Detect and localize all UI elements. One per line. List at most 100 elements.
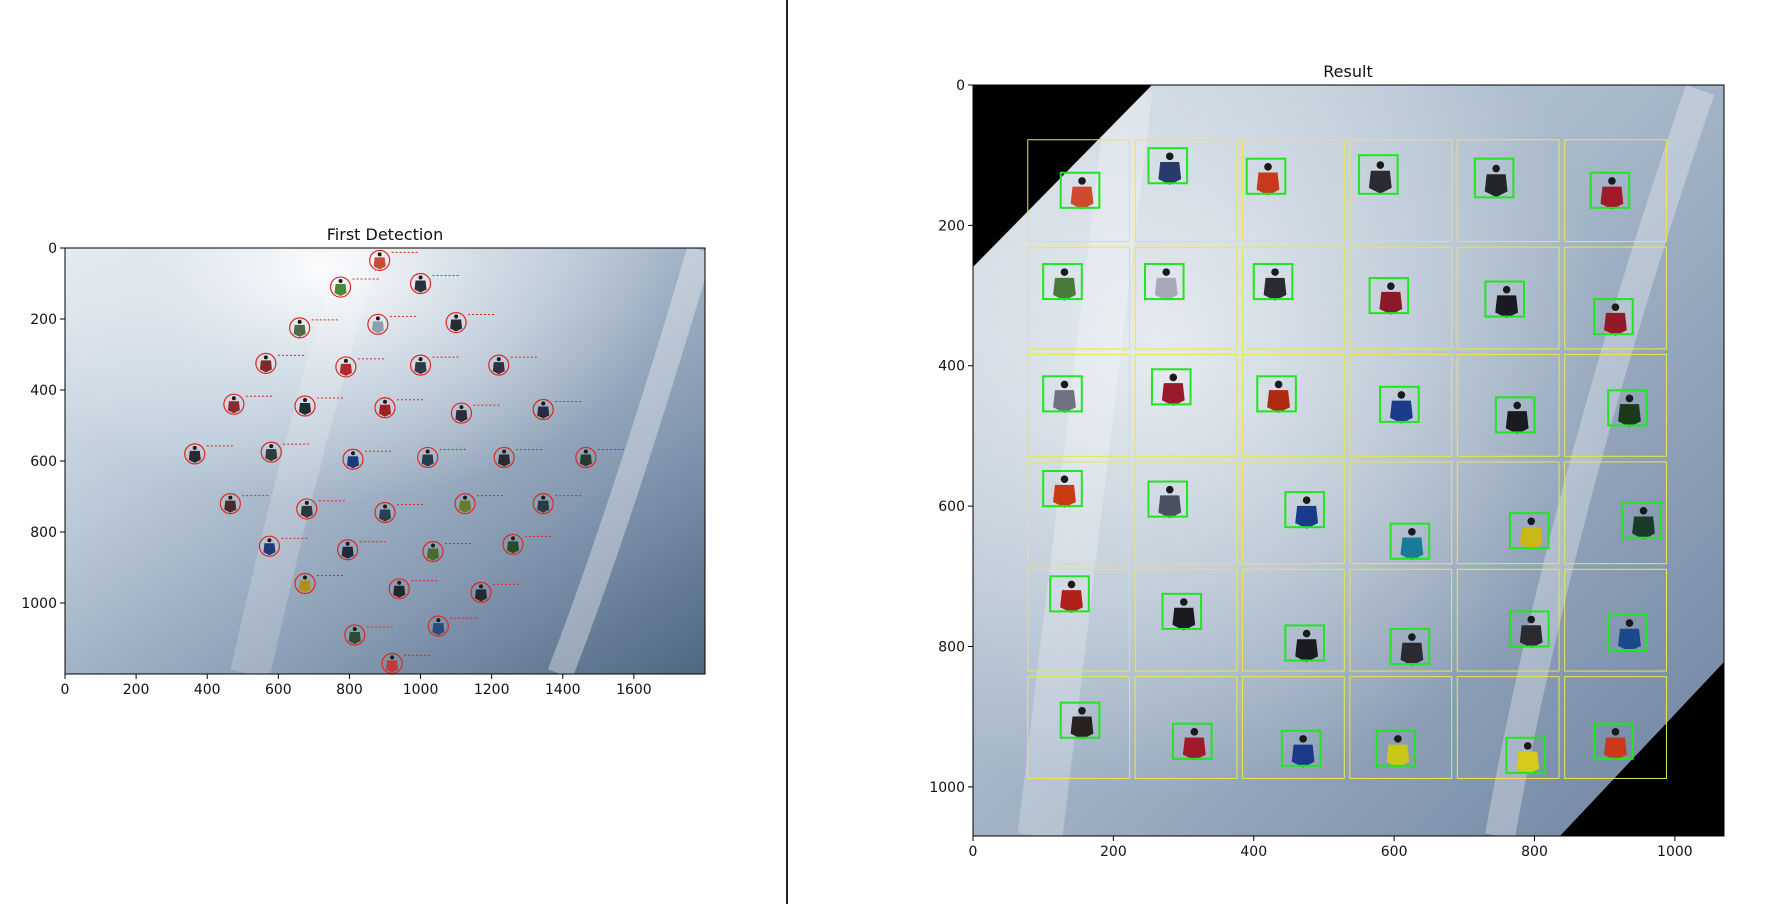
detection-box (1368, 277, 1410, 315)
detection-circle (294, 395, 316, 417)
detection-circle (344, 624, 366, 646)
wingsuit-head (496, 357, 501, 362)
wingsuit-head (303, 397, 307, 402)
wingsuit-head (351, 451, 355, 456)
detection-box (1508, 512, 1550, 550)
detection-box-group (1505, 736, 1547, 775)
detection-circle (493, 446, 515, 469)
detection-box (1150, 368, 1192, 406)
wingsuit-body (1618, 404, 1641, 427)
detection-circle (374, 397, 396, 419)
x-tick-label: 200 (1100, 844, 1127, 860)
wingsuit-body (373, 257, 386, 270)
detection-marker (470, 581, 521, 603)
wingsuit-body (537, 500, 550, 513)
y-tick-label: 600 (30, 454, 57, 470)
detection-box-group (1508, 512, 1550, 550)
detection-marker (223, 393, 274, 415)
detection-box (1042, 375, 1083, 413)
grid-cell (1456, 676, 1560, 779)
detection-circle (342, 448, 364, 470)
detection-box-group (1473, 157, 1515, 199)
detection-marker (374, 501, 425, 524)
wingsuit-body (259, 360, 272, 373)
wingsuit-head (1527, 615, 1536, 624)
detection-marker (184, 443, 235, 465)
detection-circle (532, 493, 554, 515)
detection-box (1284, 491, 1325, 529)
wingsuit-body (1604, 737, 1627, 761)
detection-box-group (1593, 722, 1634, 761)
wingsuit-head (345, 541, 350, 546)
detection-box-group (1589, 171, 1631, 210)
wingsuit-body (339, 363, 352, 376)
wingsuit-body (492, 362, 505, 375)
detection-box (1473, 157, 1515, 199)
wingsuit-body (1053, 484, 1076, 508)
detection-box-group (1368, 277, 1410, 315)
result-plot: Result 0 200 400 600 800 1000 0 200 400 600 800 10… (929, 62, 1725, 860)
wingsuit-head (418, 275, 423, 280)
right-x-axis: 0 200 400 600 800 1000 (969, 836, 1693, 860)
detection-box (1172, 722, 1213, 760)
wingsuit-body (393, 585, 406, 598)
wingsuit-body (1295, 505, 1319, 529)
wingsuit-head (1608, 177, 1616, 185)
detection-circle (532, 398, 554, 421)
right-axes-frame (972, 84, 1725, 837)
detection-box-group (1042, 262, 1083, 301)
wingsuit-head (1397, 391, 1406, 399)
wingsuit-head (502, 449, 507, 454)
wingsuit-head (1169, 373, 1178, 382)
detection-box-group (1621, 501, 1662, 540)
wingsuit-head (1302, 629, 1311, 638)
left-plot-title: First Detection (327, 225, 443, 244)
grid-cell (1349, 568, 1453, 672)
grid-cell (1564, 461, 1667, 565)
detection-circle (445, 311, 467, 334)
wingsuit-body (1158, 495, 1182, 519)
detection-marker (422, 540, 473, 563)
wingsuit-body (507, 541, 519, 554)
detection-circle (488, 354, 510, 376)
detection-box (1593, 722, 1634, 760)
wingsuit-head (297, 319, 302, 324)
wingsuit-head (459, 405, 464, 410)
wingsuit-body (414, 280, 427, 293)
wingsuit-head (1408, 528, 1416, 536)
wingsuit-head (231, 396, 236, 401)
grid-cell (1564, 246, 1667, 350)
grid-cell (1456, 246, 1560, 350)
grid-cell (1027, 139, 1131, 243)
detection-box (1505, 736, 1547, 774)
y-tick-label: 200 (938, 218, 965, 234)
wingsuit-head (1611, 728, 1620, 736)
grid-cell (1134, 246, 1238, 350)
left-image (65, 248, 705, 674)
wingsuit-head (304, 500, 309, 505)
wingsuit-head (1274, 380, 1283, 389)
wingsuit-body (498, 454, 511, 467)
wingsuit-head (1523, 742, 1532, 750)
detection-marker (369, 249, 420, 272)
wingsuit-head (425, 449, 430, 454)
detection-marker (294, 572, 345, 595)
y-tick-label: 400 (938, 359, 965, 375)
grid-cell (1349, 246, 1453, 350)
detection-marker (294, 395, 345, 417)
detection-marker (367, 313, 418, 335)
grid-cell (1349, 139, 1453, 243)
wingsuit-head (1394, 735, 1402, 743)
wingsuit-head (228, 495, 233, 500)
grid-cell (1027, 354, 1131, 457)
wingsuit-body (227, 401, 240, 414)
wingsuit-head (418, 357, 423, 362)
wingsuit-head (303, 575, 307, 580)
detection-marker (427, 615, 479, 637)
wingsuit-body (1400, 537, 1424, 561)
detection-box (1059, 701, 1101, 739)
wingsuit-head (454, 314, 459, 319)
wingsuit-head (1513, 401, 1521, 410)
wingsuit-body (1182, 737, 1206, 761)
y-tick-label: 0 (956, 78, 965, 94)
